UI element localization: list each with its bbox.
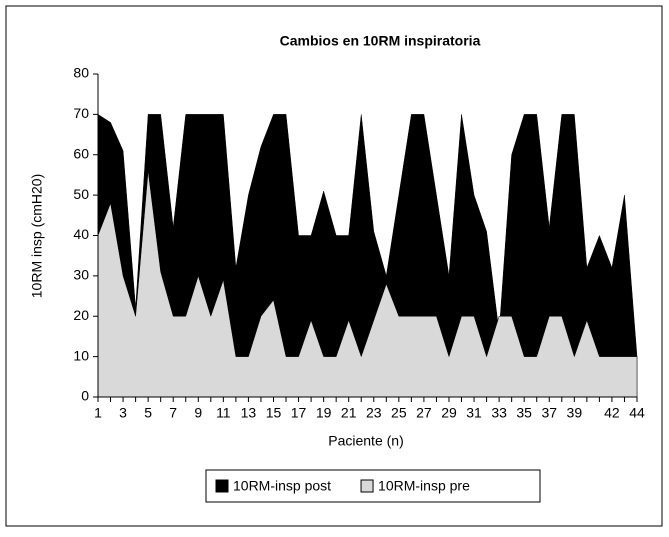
legend-marker bbox=[215, 479, 229, 493]
y-tick-label: 70 bbox=[73, 105, 89, 121]
legend-label: 10RM-insp post bbox=[233, 478, 331, 494]
legend-marker bbox=[360, 479, 374, 493]
x-tick-label: 39 bbox=[567, 405, 583, 421]
y-tick-label: 40 bbox=[73, 226, 89, 242]
x-tick-label: 15 bbox=[266, 405, 282, 421]
x-tick-label: 17 bbox=[291, 405, 307, 421]
y-tick-label: 50 bbox=[73, 186, 89, 202]
y-tick-label: 60 bbox=[73, 145, 89, 161]
x-tick-label: 31 bbox=[466, 405, 482, 421]
x-tick-label: 33 bbox=[491, 405, 507, 421]
x-tick-label: 9 bbox=[194, 405, 202, 421]
area bbox=[97, 170, 638, 398]
x-tick-label: 42 bbox=[604, 405, 620, 421]
x-tick-label: 37 bbox=[541, 405, 557, 421]
x-tick-label: 21 bbox=[341, 405, 357, 421]
x-tick-label: 29 bbox=[441, 405, 457, 421]
x-tick-label: 35 bbox=[516, 405, 532, 421]
x-tick-label: 25 bbox=[391, 405, 407, 421]
chart-title: Cambios en 10RM inspiratoria bbox=[280, 33, 481, 49]
y-axis-label: 10RM insp (cmH20) bbox=[29, 174, 45, 298]
y-tick-label: 30 bbox=[73, 267, 89, 283]
x-tick-label: 3 bbox=[119, 405, 127, 421]
x-tick-label: 11 bbox=[216, 405, 231, 421]
y-tick-label: 20 bbox=[73, 307, 89, 323]
y-tick-label: 80 bbox=[73, 65, 89, 81]
x-tick-label: 19 bbox=[316, 405, 332, 421]
y-tick-label: 0 bbox=[81, 388, 89, 404]
x-tick-label: 23 bbox=[366, 405, 382, 421]
x-axis-label: Paciente (n) bbox=[328, 433, 403, 449]
x-tick-label: 13 bbox=[241, 405, 257, 421]
x-tick-label: 5 bbox=[144, 405, 152, 421]
x-tick-label: 7 bbox=[169, 405, 177, 421]
x-tick-label: 44 bbox=[629, 405, 645, 421]
x-tick-label: 1 bbox=[94, 405, 102, 421]
y-tick-label: 10 bbox=[73, 347, 89, 363]
x-tick-label: 27 bbox=[416, 405, 432, 421]
legend-label: 10RM-insp pre bbox=[378, 478, 470, 494]
